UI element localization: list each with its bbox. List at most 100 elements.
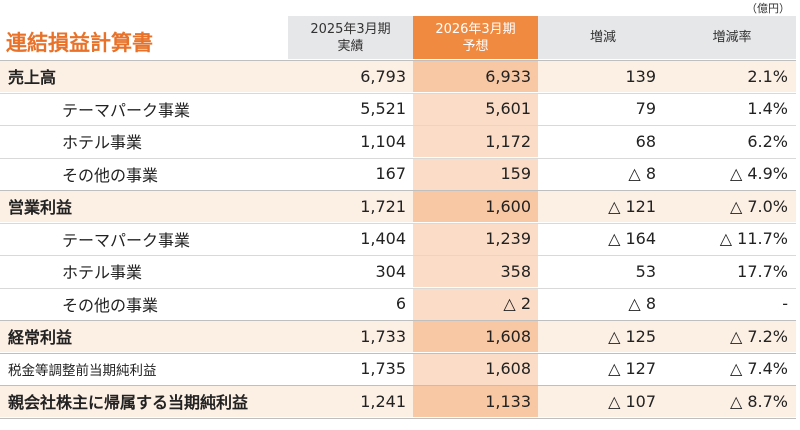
table-row: 売上高 6,793 6,933 139 2.1% [0,60,796,92]
value-fy2026: 1,133 [485,391,531,411]
unit-label: （億円） [746,2,790,15]
value-fy2025: 1,241 [360,391,406,411]
header-change-rate: 増減率 [668,16,796,59]
forecast-column-bg [413,92,538,125]
header-fy2025-actual: 2025年3月期 実績 [288,16,413,59]
value-fy2026: 1,608 [485,359,531,378]
forecast-column-bg [413,157,538,190]
row-divider [0,222,796,224]
table-row: ホテル事業 1,104 1,172 68 6.2% [0,125,796,157]
table-row: その他の事業 6 △ 2 △ 8 - [0,287,796,320]
forecast-column-bg [413,190,538,222]
forecast-column-bg [413,222,538,255]
value-fy2025: 1,104 [360,131,406,151]
row-label: 営業利益 [8,198,73,217]
row-divider [0,190,796,191]
value-change-rate: 17.7% [737,261,788,281]
value-change: △ 121 [608,196,656,216]
header-fy2025-period: 2025年3月期 [310,21,391,37]
forecast-column-bg [413,60,538,92]
value-change: △ 8 [628,164,656,183]
row-divider [0,92,796,94]
header-fy2026-type: 予想 [462,38,489,54]
row-divider [0,60,796,61]
value-fy2026: 159 [500,164,531,183]
row-divider [0,287,796,289]
value-change: 139 [625,66,656,86]
value-change: 79 [635,99,656,118]
table-row: テーマパーク事業 1,404 1,239 △ 164 △ 11.7% [0,222,796,255]
row-divider [0,385,796,386]
table-row: その他の事業 167 159 △ 8 △ 4.9% [0,157,796,190]
header-fy2026-forecast: 2026年3月期 予想 [413,16,538,59]
table-row: 営業利益 1,721 1,600 △ 121 △ 7.0% [0,190,796,222]
value-fy2025: 1,721 [360,196,406,216]
value-change-rate: 6.2% [747,131,788,151]
row-label: 親会社株主に帰属する当期純利益 [8,393,249,412]
value-fy2025: 6,793 [360,66,406,86]
value-change-rate: △ 4.9% [729,164,788,183]
value-change-rate: △ 11.7% [719,229,788,248]
value-fy2026: △ 2 [503,294,531,313]
value-change: 68 [635,131,656,151]
row-label: 売上高 [8,68,57,87]
row-divider [0,157,796,159]
value-change-rate: △ 7.4% [729,359,788,378]
forecast-column-bg [413,352,538,385]
table-row: テーマパーク事業 5,521 5,601 79 1.4% [0,92,796,125]
forecast-column-bg [413,320,538,352]
table-title: 連結損益計算書 [6,31,153,55]
value-fy2025: 6 [395,294,406,313]
value-fy2026: 1,239 [485,229,531,248]
value-change-rate: △ 8.7% [729,391,788,411]
table-row: 経常利益 1,733 1,608 △ 125 △ 7.2% [0,320,796,352]
row-label: その他の事業 [62,165,159,185]
value-change: 53 [635,261,656,281]
table-row: ホテル事業 304 358 53 17.7% [0,255,796,287]
value-fy2025: 1,735 [360,359,406,378]
table-row: 税金等調整前当期純利益 1,735 1,608 △ 127 △ 7.4% [0,352,796,385]
value-change-rate: - [782,294,788,313]
row-label: 経常利益 [8,328,73,347]
value-change-rate: △ 7.2% [729,326,788,346]
value-fy2025: 5,521 [360,99,406,118]
row-divider [0,255,796,256]
header-change: 増減 [538,16,668,59]
header-fy2025-type: 実績 [337,38,364,54]
value-fy2025: 1,404 [360,229,406,248]
value-change: △ 164 [608,229,656,248]
value-fy2026: 1,608 [485,326,531,346]
row-label: テーマパーク事業 [62,230,191,250]
row-divider [0,417,796,419]
value-fy2025: 1,733 [360,326,406,346]
forecast-column-bg [413,287,538,320]
forecast-column-bg [413,255,538,287]
row-divider [0,125,796,126]
header-fy2026-period: 2026年3月期 [435,21,516,37]
table-row: 親会社株主に帰属する当期純利益 1,241 1,133 △ 107 △ 8.7% [0,385,796,417]
row-label: 税金等調整前当期純利益 [8,362,157,379]
row-divider [0,352,796,354]
row-label: テーマパーク事業 [62,100,191,120]
value-fy2026: 6,933 [485,66,531,86]
row-divider [0,320,796,321]
value-fy2026: 1,600 [485,196,531,216]
value-change: △ 107 [608,391,656,411]
value-change: △ 127 [608,359,656,378]
row-label: ホテル事業 [62,133,143,152]
value-change-rate: 2.1% [747,66,788,86]
value-fy2026: 358 [500,261,531,281]
value-change-rate: 1.4% [747,99,788,118]
value-fy2025: 167 [375,164,406,183]
value-change: △ 125 [608,326,656,346]
value-change-rate: △ 7.0% [729,196,788,216]
row-label: その他の事業 [62,295,159,315]
value-change: △ 8 [628,294,656,313]
forecast-column-bg [413,385,538,417]
value-fy2026: 1,172 [485,131,531,151]
forecast-column-bg [413,125,538,157]
row-label: ホテル事業 [62,263,143,282]
value-fy2026: 5,601 [485,99,531,118]
value-fy2025: 304 [375,261,406,281]
